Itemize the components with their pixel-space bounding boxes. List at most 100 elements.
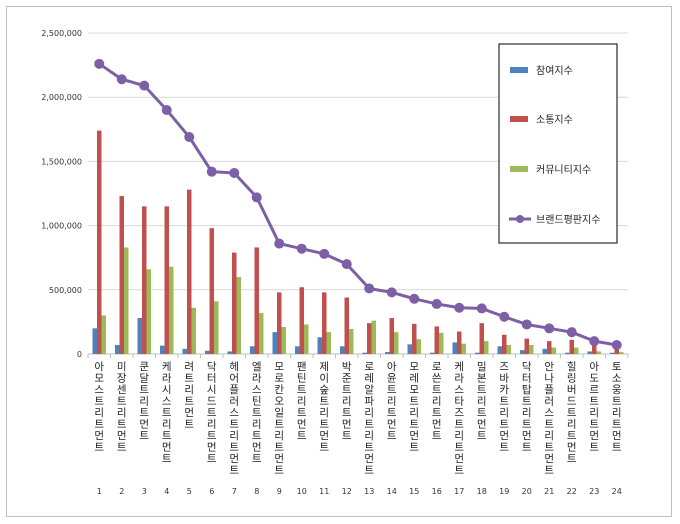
line-point [611, 340, 622, 351]
y-tick-label: 1,500,000 [41, 157, 82, 166]
bar [407, 344, 412, 354]
bar [394, 332, 399, 354]
bar [619, 352, 624, 354]
legend-label: 커뮤니티지수 [536, 164, 591, 176]
line-point [341, 259, 352, 270]
bar [520, 350, 525, 354]
x-rank-label: 21 [544, 487, 554, 496]
line-point [589, 336, 600, 347]
bar [124, 247, 129, 354]
bar [295, 346, 300, 354]
bar [205, 350, 210, 354]
bar [452, 342, 457, 354]
line-point [296, 243, 307, 254]
bar [389, 318, 394, 354]
x-rank-label: 18 [477, 487, 487, 496]
bar [385, 352, 390, 354]
bar [214, 301, 219, 354]
bar [304, 324, 309, 354]
line-point [454, 302, 465, 313]
bar [97, 130, 102, 354]
y-tick-label: 2,000,000 [41, 93, 82, 102]
legend-label: 브랜드평판지수 [536, 214, 600, 226]
line-point [499, 311, 510, 322]
legend-swatch [510, 116, 528, 122]
x-rank-label: 5 [187, 487, 192, 496]
bar [434, 326, 439, 354]
bar [344, 297, 349, 354]
x-rank-label: 14 [387, 487, 397, 496]
bar [416, 339, 421, 354]
line-point [139, 80, 150, 91]
x-rank-label: 24 [612, 487, 622, 496]
line-point [544, 323, 555, 334]
bar [236, 276, 241, 354]
line-point [521, 319, 532, 330]
legend-box [498, 43, 618, 244]
bar [322, 292, 327, 354]
y-tick-label: 1,000,000 [41, 222, 82, 231]
bar [542, 348, 547, 354]
bar [497, 346, 502, 354]
bar [209, 228, 214, 354]
bar [614, 348, 619, 354]
legend-label: 소통지수 [536, 114, 573, 126]
line-point [94, 58, 105, 69]
x-rank-label: 19 [499, 487, 509, 496]
bar [349, 328, 354, 354]
x-rank-label: 13 [364, 487, 374, 496]
bar [484, 341, 489, 354]
bar [272, 332, 277, 354]
bar [182, 348, 187, 354]
bar [142, 206, 147, 354]
x-rank-label: 10 [297, 487, 307, 496]
bar [137, 318, 142, 354]
line-point [206, 166, 217, 177]
line-point [184, 132, 195, 143]
bar [169, 266, 174, 354]
line-point [476, 303, 487, 314]
bar [250, 346, 255, 354]
x-rank-label: 12 [342, 487, 352, 496]
legend-swatch [510, 67, 528, 73]
line-point [161, 105, 172, 116]
bar [191, 307, 196, 354]
bar [340, 346, 345, 354]
y-tick-label: 0 [77, 350, 82, 359]
x-rank-label: 3 [142, 487, 147, 496]
bar [475, 352, 480, 354]
x-rank-label: 9 [277, 487, 282, 496]
bar [277, 292, 282, 354]
bar [506, 345, 511, 354]
bar [547, 341, 552, 354]
x-rank-label: 2 [119, 487, 124, 496]
x-rank-label: 7 [232, 487, 237, 496]
bar [101, 315, 106, 354]
x-rank-label: 15 [409, 487, 419, 496]
bar [227, 351, 232, 354]
bar [565, 352, 570, 354]
bar [569, 339, 574, 354]
bar [596, 351, 601, 354]
x-rank-label: 20 [522, 487, 532, 496]
bar [461, 343, 466, 354]
line-point [319, 248, 330, 259]
y-tick-label: 500,000 [49, 286, 82, 295]
